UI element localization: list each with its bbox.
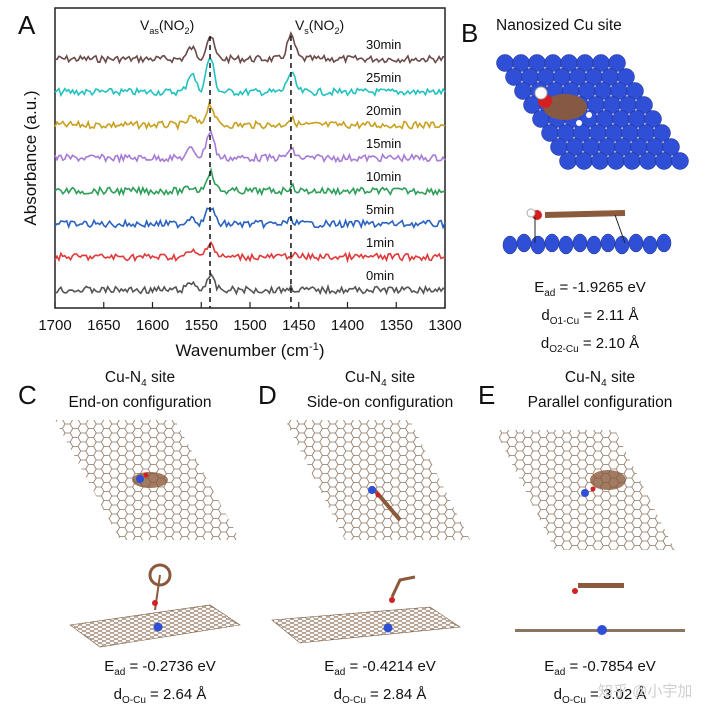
adsorbate-side-view <box>526 208 626 244</box>
cu-atom-side <box>656 233 672 253</box>
graphene-side-view-d <box>271 575 461 644</box>
cu-atom-side <box>530 235 546 255</box>
panel-letter-e: E <box>478 380 496 410</box>
panel-c-energy: Ead = -0.2736 eV dO-Cu = 2.64 Å <box>104 658 216 706</box>
cu-atom-side <box>600 233 616 253</box>
panel-b-title: Nanosized Cu site <box>496 17 622 34</box>
x-tick-label: 1450 <box>282 317 315 334</box>
cu-n4-structures <box>55 420 685 648</box>
cu-atom <box>575 152 593 170</box>
cu-atom <box>671 152 689 170</box>
cu-atom <box>635 96 653 114</box>
series-label-25min: 25min <box>366 70 401 85</box>
x-axis-ticks: 1700 1650 1600 1550 1500 1450 1400 1350 1300 <box>38 302 462 334</box>
x-axis-label: Wavenumber (cm-1) <box>176 341 325 360</box>
cu-atom <box>617 68 635 86</box>
cu-atom <box>626 82 644 100</box>
series-label-5min: 5min <box>366 202 394 217</box>
cu-atom-side <box>544 233 560 253</box>
x-tick-label: 1350 <box>380 317 413 334</box>
x-tick-label: 1550 <box>185 317 218 334</box>
cu-atom <box>653 124 671 142</box>
cu-atom <box>623 152 641 170</box>
panel-d-energy: Ead = -0.4214 eV dO-Cu = 2.84 Å <box>324 658 436 706</box>
series-line-1min <box>54 240 446 264</box>
x-tick-label: 1500 <box>233 317 266 334</box>
cu-atom-side <box>572 233 588 253</box>
x-tick-label: 1700 <box>38 317 71 334</box>
cu-atom <box>559 152 577 170</box>
adsorbate-top-view <box>534 86 592 126</box>
cu-atom <box>608 54 626 72</box>
panel-d-caption: Cu-N4 site Side-on configuration <box>306 369 454 412</box>
cu-atom <box>607 152 625 170</box>
series-line-30min <box>54 30 446 65</box>
panel-e-caption: Cu-N4 site Parallel configuration <box>527 369 673 412</box>
nanosized-cu-structure <box>496 54 689 255</box>
series-line-10min <box>54 166 446 197</box>
x-tick-label: 1600 <box>136 317 169 334</box>
panel-letter-c: C <box>18 380 37 410</box>
band-marker-label: Vas(NO2) <box>140 17 194 36</box>
series-line-15min <box>54 129 446 164</box>
series-line-0min <box>55 272 446 296</box>
graphene-top-view-d <box>285 420 470 540</box>
cu-atom-side <box>586 235 602 255</box>
watermark-text: 知乎 @小宇加 <box>598 683 693 700</box>
cu-atom-side <box>558 235 574 255</box>
cu-atom-side <box>628 233 644 253</box>
cu-slab-side-view <box>502 233 672 255</box>
series-labels: 30min 25min 20min 15min 10min 5min 1min 0min <box>366 37 401 283</box>
band-marker-label: Vs(NO2) <box>295 17 344 36</box>
cu-atom <box>639 152 657 170</box>
series-label-1min: 1min <box>366 235 394 250</box>
cu-atom <box>644 110 662 128</box>
panel-c-caption: Cu-N4 site End-on configuration <box>68 369 212 412</box>
panel-b-energy: Ead = -1.9265 eV dO1-Cu = 2.11 Å dO2-Cu … <box>534 279 646 355</box>
cu-atom-side <box>502 235 518 255</box>
band-markers: Vas(NO2) Vs(NO2) <box>140 17 344 308</box>
cu-atom <box>591 152 609 170</box>
series-line-20min <box>54 100 446 132</box>
x-tick-label: 1400 <box>331 317 364 334</box>
graphene-top-view-e <box>495 430 675 550</box>
panel-letter-a: A <box>18 10 36 40</box>
x-tick-label: 1650 <box>87 317 120 334</box>
graphene-top-view-c <box>55 420 240 540</box>
panel-letter-b: B <box>461 18 479 48</box>
series-label-15min: 15min <box>366 136 401 151</box>
spectra-series-group <box>54 30 446 296</box>
graphene-side-view-c <box>69 563 241 648</box>
ftir-spectra-chart: 1700 1650 1600 1550 1500 1450 1400 1350 1300 Vas… <box>21 7 462 360</box>
cu-atom-side <box>516 233 532 253</box>
panel-e-energy: Ead = -0.7854 eV dO-Cu = 3.02 Å <box>544 658 656 706</box>
cu-atom <box>662 138 680 156</box>
series-label-20min: 20min <box>366 103 401 118</box>
series-line-5min <box>54 207 446 230</box>
graphene-side-view-e <box>515 583 685 635</box>
cu-atom-side <box>642 235 658 255</box>
series-line-25min <box>54 58 446 98</box>
series-label-30min: 30min <box>366 37 401 52</box>
cu-atom-side <box>614 235 630 255</box>
series-label-0min: 0min <box>366 268 394 283</box>
cu-slab-top-view <box>496 54 689 170</box>
panel-letter-d: D <box>258 380 277 410</box>
series-label-10min: 10min <box>366 169 401 184</box>
x-tick-label: 1300 <box>428 317 461 334</box>
y-axis-label: Absorbance (a.u.) <box>21 90 40 225</box>
cu-atom <box>655 152 673 170</box>
